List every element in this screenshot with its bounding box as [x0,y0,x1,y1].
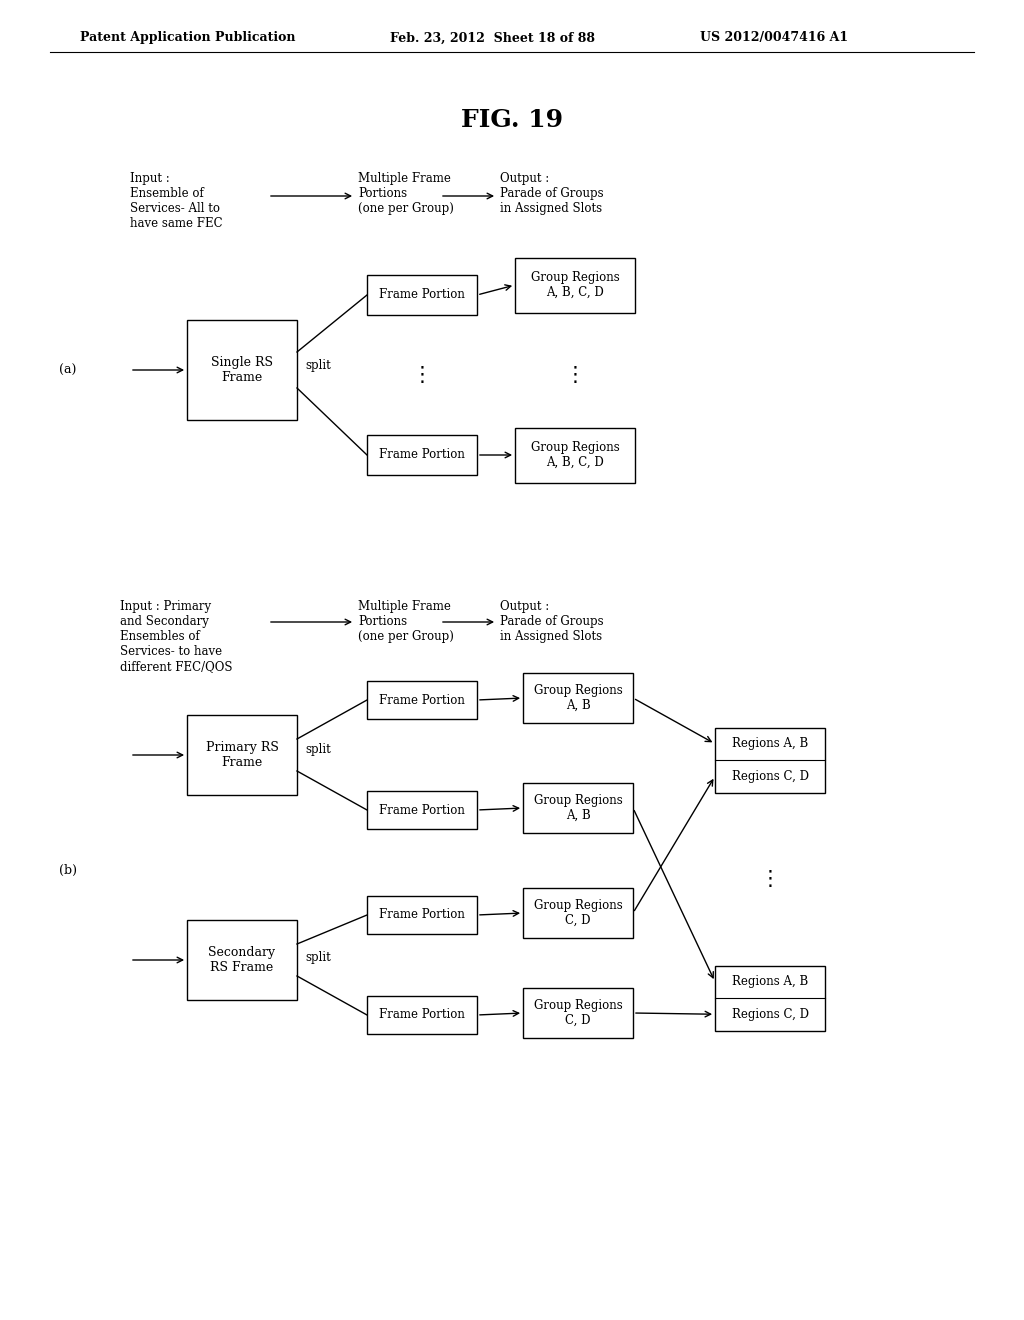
Text: Group Regions
A, B: Group Regions A, B [534,795,623,822]
Bar [523,888,633,939]
Text: Regions A, B: Regions A, B [732,975,808,989]
Bar [715,965,825,1031]
Bar [367,681,477,719]
Text: Frame Portion: Frame Portion [379,1008,465,1022]
Text: Feb. 23, 2012  Sheet 18 of 88: Feb. 23, 2012 Sheet 18 of 88 [390,32,595,45]
Text: Frame Portion: Frame Portion [379,449,465,462]
Text: split: split [305,743,331,756]
Text: US 2012/0047416 A1: US 2012/0047416 A1 [700,32,848,45]
Text: Output :
Parade of Groups
in Assigned Slots: Output : Parade of Groups in Assigned Sl… [500,601,603,643]
Text: split: split [305,359,331,371]
Text: Primary RS
Frame: Primary RS Frame [206,741,279,770]
Text: (b): (b) [59,863,77,876]
Text: Group Regions
A, B, C, D: Group Regions A, B, C, D [530,271,620,300]
Text: split: split [305,952,331,965]
Text: (a): (a) [59,363,77,376]
Text: Multiple Frame
Portions
(one per Group): Multiple Frame Portions (one per Group) [358,601,454,643]
Text: Frame Portion: Frame Portion [379,908,465,921]
Bar [715,727,825,792]
Bar [367,791,477,829]
Text: ⋮: ⋮ [412,366,432,385]
Bar [187,319,297,420]
Bar [523,783,633,833]
Text: Single RS
Frame: Single RS Frame [211,356,273,384]
Bar [515,257,635,313]
Text: Regions A, B: Regions A, B [732,738,808,750]
Bar [367,997,477,1034]
Text: Input : Primary
and Secondary
Ensembles of
Services- to have
different FEC/QOS: Input : Primary and Secondary Ensembles … [120,601,232,673]
Bar [187,715,297,795]
Bar [367,275,477,315]
Text: Patent Application Publication: Patent Application Publication [80,32,296,45]
Bar [367,436,477,475]
Bar [367,896,477,935]
Text: Frame Portion: Frame Portion [379,289,465,301]
Bar [515,428,635,483]
Text: Group Regions
A, B, C, D: Group Regions A, B, C, D [530,441,620,469]
Text: Multiple Frame
Portions
(one per Group): Multiple Frame Portions (one per Group) [358,172,454,215]
Bar [187,920,297,1001]
Text: Output :
Parade of Groups
in Assigned Slots: Output : Parade of Groups in Assigned Sl… [500,172,603,215]
Bar [523,673,633,723]
Text: Group Regions
C, D: Group Regions C, D [534,899,623,927]
Text: ⋮: ⋮ [564,366,586,385]
Text: Secondary
RS Frame: Secondary RS Frame [209,946,275,974]
Text: Group Regions
A, B: Group Regions A, B [534,684,623,711]
Text: Frame Portion: Frame Portion [379,693,465,706]
Text: Group Regions
C, D: Group Regions C, D [534,999,623,1027]
Bar [523,987,633,1038]
Text: FIG. 19: FIG. 19 [461,108,563,132]
Text: Input :
Ensemble of
Services- All to
have same FEC: Input : Ensemble of Services- All to hav… [130,172,222,230]
Text: Frame Portion: Frame Portion [379,804,465,817]
Text: ⋮: ⋮ [760,869,780,888]
Text: Regions C, D: Regions C, D [731,770,809,783]
Text: Regions C, D: Regions C, D [731,1007,809,1020]
